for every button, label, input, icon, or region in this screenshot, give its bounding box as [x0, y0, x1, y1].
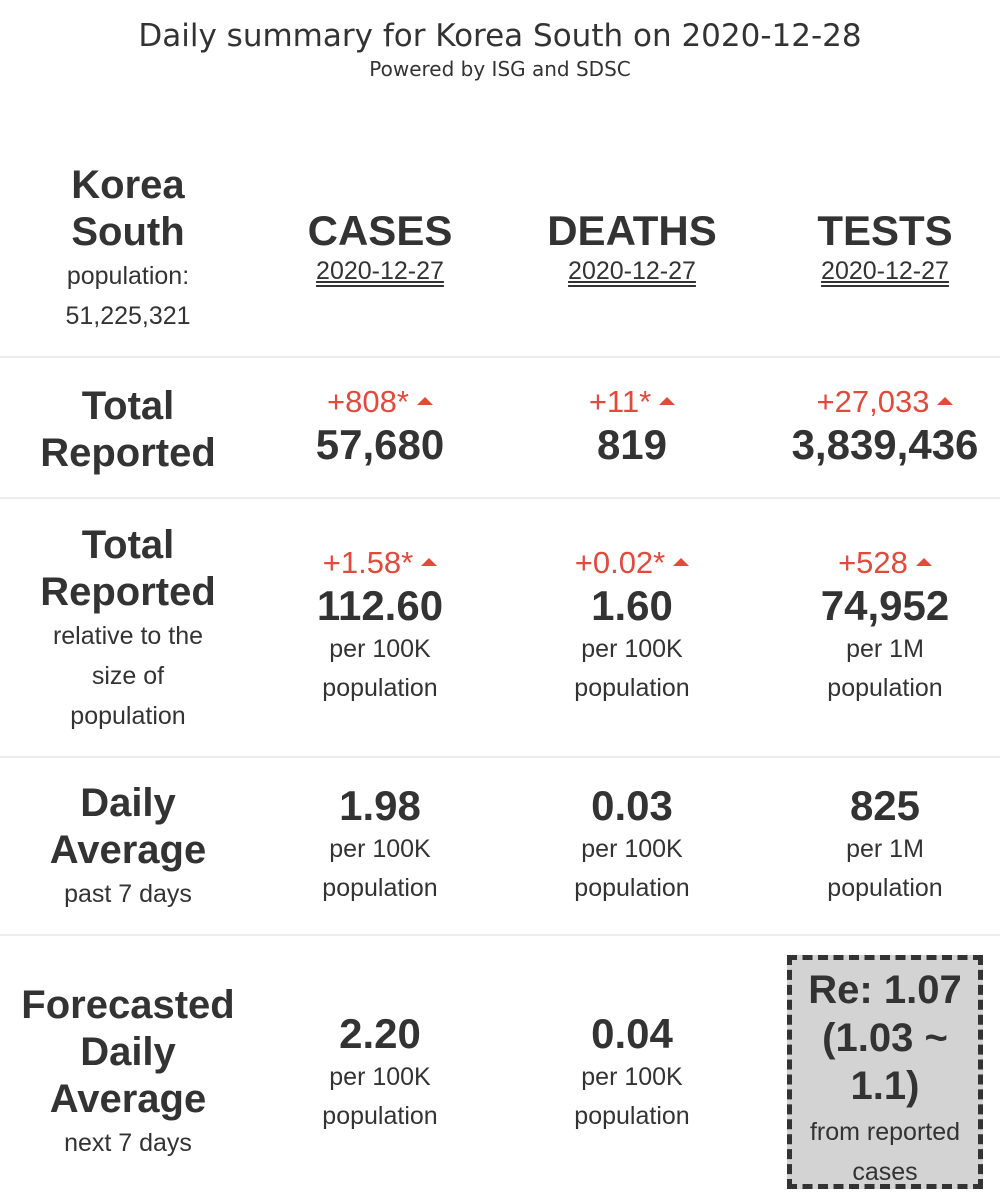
- relative-deaths-value: 1.60: [591, 582, 673, 629]
- column-cases-label: CASES: [307, 207, 453, 254]
- daily-tests-value: 825: [849, 782, 921, 829]
- divider: [0, 756, 1000, 758]
- total-cases-value: 57,680: [315, 421, 445, 468]
- forecast-deaths-value: 0.04: [591, 1010, 673, 1057]
- relative-cases-value: 112.60: [316, 582, 444, 629]
- column-deaths-date[interactable]: 2020-12-27: [568, 257, 696, 285]
- column-deaths: DEATHS 2020-12-27: [512, 207, 752, 287]
- daily-deaths-value: 0.03: [591, 782, 673, 829]
- change-value: +808*: [260, 383, 500, 421]
- column-cases: CASES 2020-12-27: [260, 207, 500, 287]
- change-value: +27,033: [765, 383, 1000, 421]
- increase-arrow-icon: [659, 396, 676, 405]
- relative-tests-cell: +528 74,952 per 1M population: [765, 544, 1000, 708]
- divider: [0, 934, 1000, 936]
- forecast-deaths-cell: 0.04 per 100K population: [512, 1010, 752, 1136]
- column-deaths-label: DEATHS: [547, 207, 717, 254]
- forecast-cases-value: 2.20: [339, 1010, 421, 1057]
- increase-arrow-icon: [421, 557, 438, 566]
- population-label: population:: [66, 262, 190, 290]
- daily-cases-value: 1.98: [339, 782, 421, 829]
- region-name: Korea South: [71, 163, 185, 254]
- increase-arrow-icon: [673, 557, 690, 566]
- population-value: 51,225,321: [65, 302, 191, 330]
- relative-deaths-cell: +0.02* 1.60 per 100K population: [512, 544, 752, 708]
- forecast-label: Forecasted Daily Average next 7 days: [21, 983, 235, 1157]
- increase-arrow-icon: [416, 396, 433, 405]
- column-cases-date[interactable]: 2020-12-27: [316, 257, 444, 285]
- total-tests-value: 3,839,436: [791, 421, 979, 468]
- change-value: +11*: [512, 383, 752, 421]
- relative-tests-value: 74,952: [820, 582, 950, 629]
- change-value: +0.02*: [512, 544, 752, 582]
- divider: [0, 497, 1000, 499]
- change-value: +528: [765, 544, 1000, 582]
- forecast-cases-cell: 2.20 per 100K population: [260, 1010, 500, 1136]
- re-value: Re: 1.07: [808, 968, 962, 1012]
- column-tests-label: TESTS: [817, 207, 953, 254]
- total-cases-cell: +808* 57,680: [260, 383, 500, 469]
- reproduction-number-box: Re: 1.07 (1.03 ~ 1.1) from reported case…: [787, 955, 983, 1189]
- total-deaths-value: 819: [596, 421, 668, 468]
- page-header: Daily summary for Korea South on 2020-12…: [0, 18, 1000, 82]
- relative-cases-cell: +1.58* 112.60 per 100K population: [260, 544, 500, 708]
- relative-label: Total Reported relative to the size of p…: [40, 523, 216, 730]
- daily-average-label: Daily Average past 7 days: [49, 781, 207, 908]
- page-title: Daily summary for Korea South on 2020-12…: [138, 18, 862, 54]
- total-tests-cell: +27,033 3,839,436: [765, 383, 1000, 469]
- increase-arrow-icon: [915, 557, 932, 566]
- re-source: from reported cases: [809, 1118, 961, 1186]
- daily-tests-cell: 825 per 1M population: [765, 782, 1000, 908]
- re-range-start: (1.03 ~: [822, 1016, 948, 1060]
- daily-cases-cell: 1.98 per 100K population: [260, 782, 500, 908]
- divider: [0, 356, 1000, 358]
- total-reported-label: Total Reported: [40, 384, 216, 475]
- daily-deaths-cell: 0.03 per 100K population: [512, 782, 752, 908]
- column-tests-date[interactable]: 2020-12-27: [821, 257, 949, 285]
- page-subtitle: Powered by ISG and SDSC: [369, 57, 631, 81]
- column-tests: TESTS 2020-12-27: [765, 207, 1000, 287]
- increase-arrow-icon: [937, 396, 954, 405]
- re-range-end: 1.1): [850, 1064, 920, 1108]
- total-deaths-cell: +11* 819: [512, 383, 752, 469]
- change-value: +1.58*: [260, 544, 500, 582]
- region-cell: Korea South population: 51,225,321: [8, 162, 248, 336]
